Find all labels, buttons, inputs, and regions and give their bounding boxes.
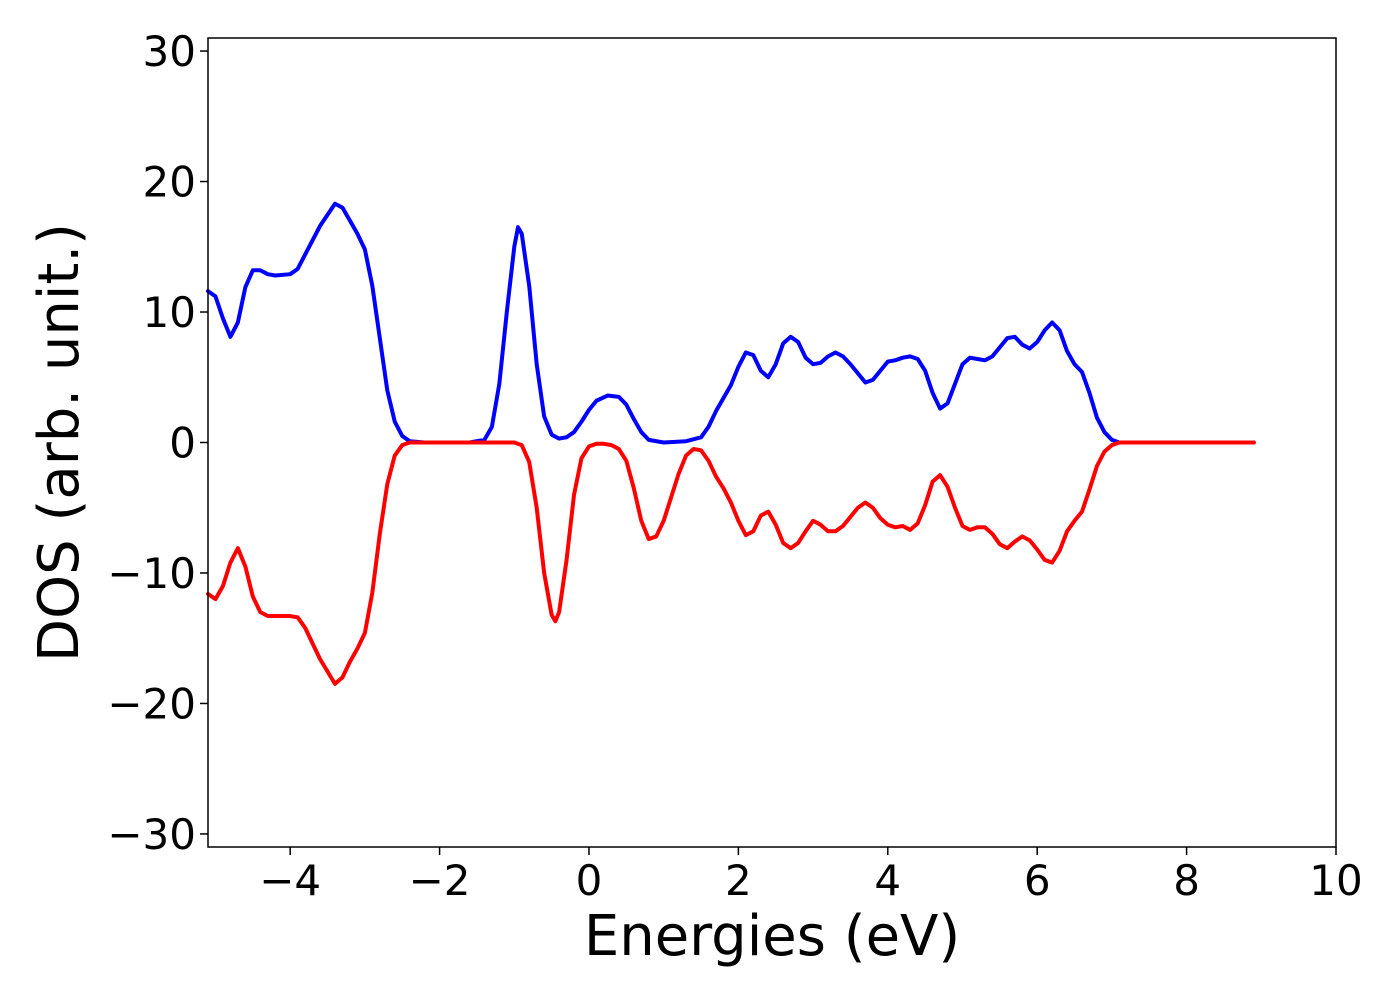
y-tick-label: −30	[107, 810, 196, 859]
plot-area	[206, 201, 1256, 686]
x-tick-label: −2	[409, 856, 471, 905]
x-tick-label: 6	[1024, 856, 1051, 905]
x-tick-label: 0	[576, 856, 603, 905]
y-axis-label: DOS (arb. unit.)	[27, 223, 92, 662]
x-tick-label: 8	[1173, 856, 1200, 905]
y-tick-label: 0	[169, 419, 196, 468]
series-line-1	[206, 201, 1256, 445]
x-axis-label: Energies (eV)	[584, 904, 960, 969]
series-line-2	[206, 440, 1256, 686]
x-tick-label: −4	[259, 856, 321, 905]
y-tick-label: 30	[143, 27, 196, 76]
y-tick-label: 20	[143, 158, 196, 207]
y-tick-label: −10	[107, 549, 196, 598]
y-tick-label: 10	[143, 288, 196, 337]
x-tick-label: 10	[1309, 856, 1362, 905]
x-tick-label: 2	[725, 856, 752, 905]
y-tick-label: −20	[107, 679, 196, 728]
x-tick-label: 4	[874, 856, 901, 905]
